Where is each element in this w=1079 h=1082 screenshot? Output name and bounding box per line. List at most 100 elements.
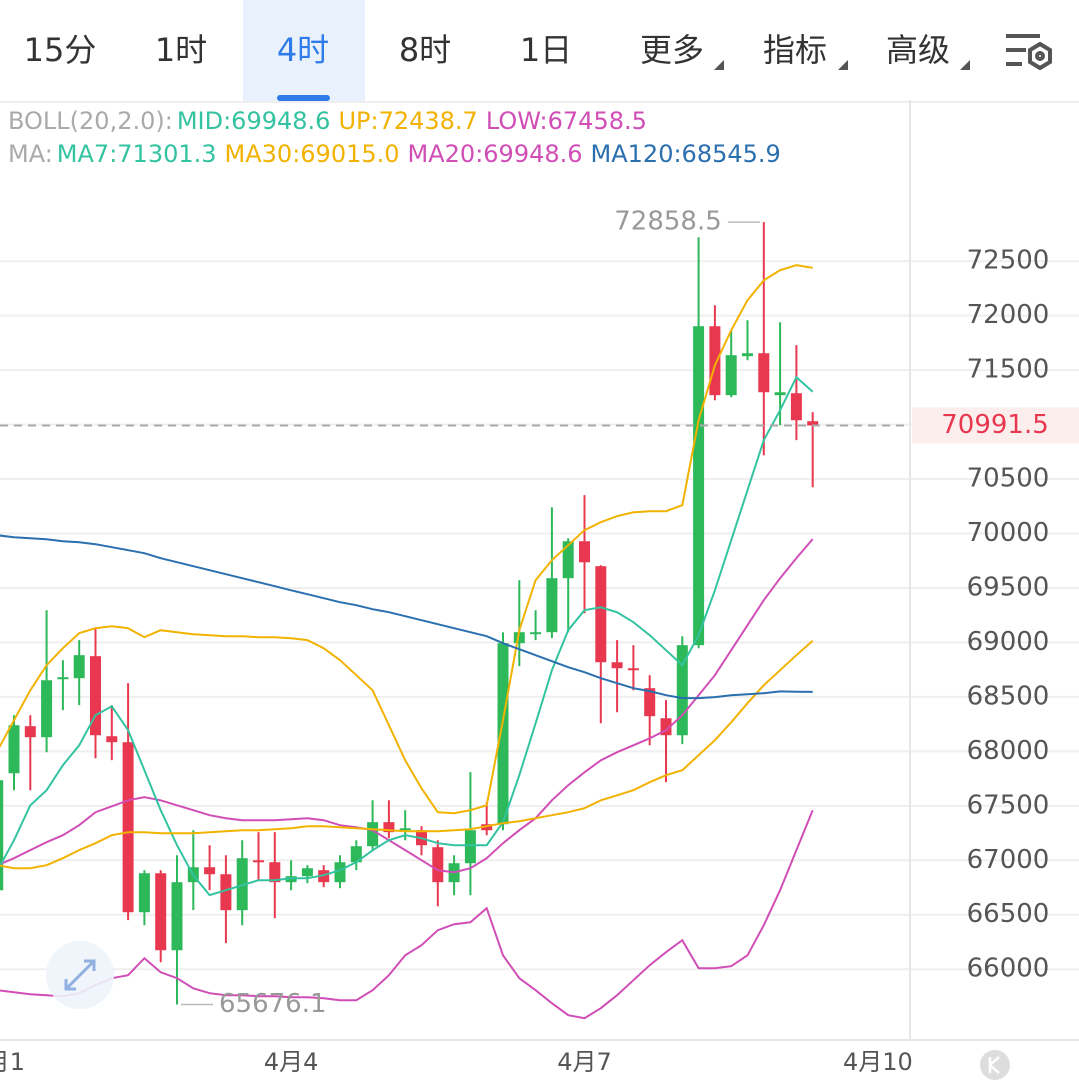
tab[interactable]: 1日: [520, 31, 572, 69]
settings-icon[interactable]: [1006, 34, 1052, 71]
candle-body: [497, 643, 509, 825]
candle-body: [530, 632, 542, 635]
indicator-line: [0, 640, 814, 870]
candle-body: [57, 677, 69, 680]
candle-body: [693, 326, 705, 646]
candle-body: [790, 393, 802, 421]
indicator-line: [0, 538, 814, 874]
tab[interactable]: 4时: [277, 31, 329, 69]
x-tick-label: 4月1: [0, 1048, 25, 1076]
candle-body: [8, 725, 20, 774]
candle-body: [627, 668, 639, 671]
candle-body: [758, 353, 770, 393]
tab[interactable]: 8时: [399, 31, 451, 69]
candle-body: [171, 882, 183, 951]
candle-body: [204, 867, 216, 875]
legend-entry: MA30:69015.0: [225, 140, 400, 168]
tab[interactable]: 指标: [763, 31, 827, 69]
candle-body: [742, 353, 753, 357]
y-tick-label: 66000: [967, 954, 1050, 984]
candle-body: [546, 578, 558, 633]
candle-body: [709, 326, 721, 396]
candle-body: [0, 780, 4, 891]
candle-body: [138, 873, 150, 913]
indicator-line: [0, 264, 813, 815]
tab[interactable]: 更多: [640, 31, 704, 69]
current-price-label: 70991.5: [941, 410, 1049, 440]
legend-entry: MID:69948.6: [177, 107, 331, 135]
candle-body: [481, 824, 493, 831]
y-tick-label: 67500: [967, 790, 1050, 820]
tab[interactable]: 1时: [155, 31, 207, 69]
y-tick-label: 70000: [967, 518, 1050, 548]
y-tick-label: 69500: [967, 572, 1050, 602]
tab[interactable]: 高级: [886, 31, 950, 69]
legend-entry: LOW:67458.5: [486, 107, 647, 135]
candle-body: [24, 726, 36, 738]
indicator-line: [0, 534, 813, 700]
legend-label: BOLL(20,2.0):: [8, 107, 173, 135]
active-tab-indicator: [277, 95, 330, 101]
y-tick-label: 69000: [967, 627, 1050, 657]
y-tick-label: 67000: [967, 845, 1050, 875]
y-tick-label: 71500: [967, 355, 1050, 385]
candle-body: [122, 742, 134, 913]
candle-body: [562, 541, 574, 579]
x-tick-label: 4月4: [264, 1048, 319, 1076]
plot-area: [0, 222, 819, 1020]
max-label: 72858.5: [614, 207, 722, 237]
candle-body: [513, 632, 525, 644]
candle-body: [579, 541, 590, 563]
candle-body: [73, 655, 85, 679]
candle-body: [220, 874, 232, 911]
candle-body: [432, 847, 444, 883]
candle-body: [253, 860, 264, 863]
k-logo: [980, 1050, 1010, 1080]
y-tick-label: 68500: [967, 681, 1050, 711]
overlay: BOLL(20,2.0): MID:69948.6 UP:72438.7 LOW:67…: [0, 107, 1079, 1076]
candle-body: [106, 736, 118, 743]
tab[interactable]: 15分: [24, 31, 97, 69]
candle-body: [301, 868, 313, 877]
dropdown-arrows: [714, 60, 970, 70]
candle-body: [595, 566, 607, 663]
x-tick-label: 4月10: [843, 1048, 913, 1076]
legend-entry: UP:72438.7: [338, 107, 477, 135]
y-tick-label: 72000: [967, 300, 1050, 330]
y-tick-label: 68000: [967, 736, 1050, 766]
candle-body: [676, 645, 688, 736]
legend-entry: MA120:68545.9: [591, 140, 781, 168]
candle-body: [464, 830, 476, 864]
expand-button[interactable]: [46, 941, 114, 1009]
candle-body: [660, 718, 672, 736]
candle-body: [155, 873, 167, 951]
min-label: 65676.1: [219, 989, 327, 1019]
y-tick-label: 72500: [967, 246, 1050, 276]
candle-body: [611, 662, 623, 669]
candle-body: [807, 421, 819, 426]
candle-body: [269, 862, 281, 883]
current-price-tag: [912, 407, 1079, 444]
candle-body: [383, 822, 395, 833]
legend-entry: MA20:69948.6: [408, 140, 583, 168]
legend-label: MA:: [8, 140, 53, 168]
candle-body: [644, 688, 656, 717]
candle-body: [350, 846, 362, 863]
candle-body: [90, 656, 101, 736]
legend-entry: MA7:71301.3: [57, 140, 217, 168]
y-tick-label: 70500: [967, 464, 1050, 494]
x-tick-label: 4月7: [557, 1048, 612, 1076]
active-tab-bg: [243, 0, 365, 101]
candle-body: [367, 822, 379, 847]
candle-body: [725, 355, 737, 396]
candle-body: [774, 392, 786, 396]
candle-body: [399, 828, 411, 831]
indicator-line: [0, 375, 814, 897]
indicator-line: [0, 809, 814, 1020]
y-tick-label: 66500: [967, 899, 1050, 929]
tab-bar: 15分 1时 4时 8时 1日 更多 指标 高级: [24, 0, 950, 101]
candle-body: [41, 680, 53, 738]
candle-body: [334, 862, 346, 883]
